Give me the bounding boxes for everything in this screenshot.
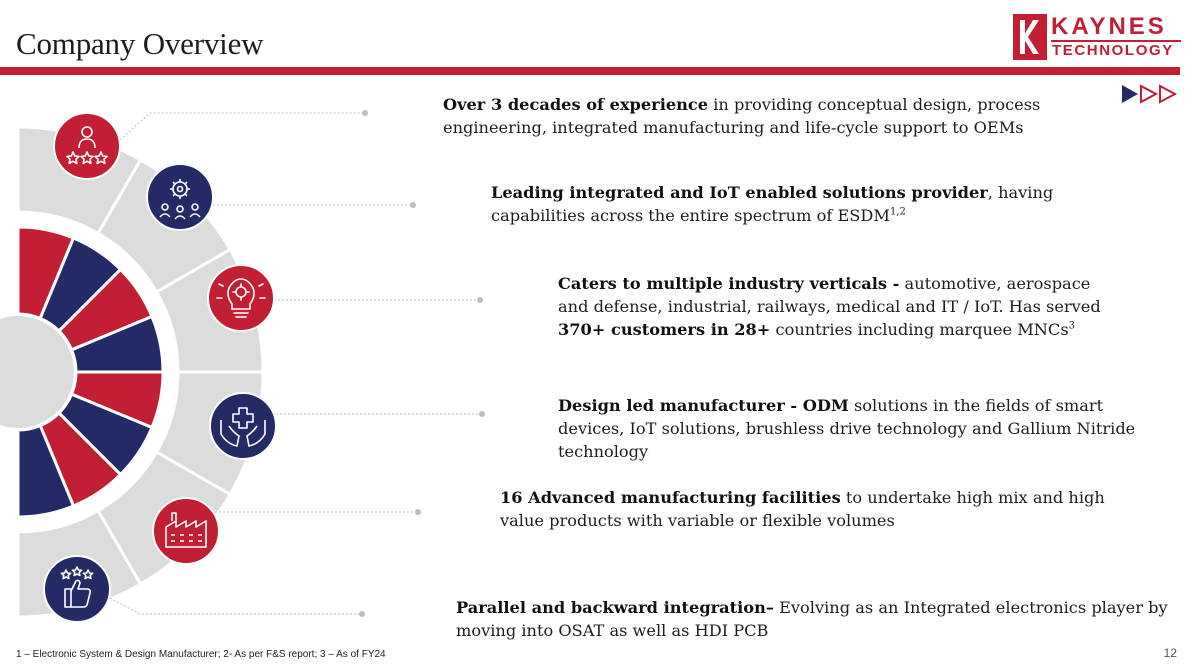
connector-dot bbox=[415, 509, 421, 515]
point-3-bold: Caters to multiple industry verticals - bbox=[558, 274, 900, 293]
connector-dot bbox=[359, 611, 365, 617]
point-1-text: in providing conceptual design, process … bbox=[443, 95, 1041, 137]
connector-lines bbox=[109, 110, 485, 617]
title-underline bbox=[0, 67, 1180, 75]
idea-bulb-icon bbox=[207, 264, 275, 332]
point-4-bold: Design led manufacturer - ODM bbox=[558, 396, 849, 415]
segmented-wheel-graphic bbox=[0, 110, 485, 623]
play-arrows-icon bbox=[1122, 84, 1178, 104]
point-5-bold: 16 Advanced manufacturing facilities bbox=[500, 488, 841, 507]
wheel bbox=[0, 125, 265, 619]
gear-network-icon bbox=[146, 163, 214, 231]
customer-rating-icon bbox=[53, 112, 121, 180]
wheel-inner-segment bbox=[16, 423, 76, 519]
connector-line bbox=[109, 597, 362, 615]
point-2-text: , having capabilities across the entire … bbox=[491, 183, 1054, 225]
footnote: 1 – Electronic System & Design Manufactu… bbox=[16, 649, 386, 660]
page-number: 12 bbox=[1163, 646, 1177, 660]
point-3-text: automotive, aerospace and defense, indus… bbox=[558, 274, 1101, 316]
point-3-text-2: countries including marquee MNCs bbox=[770, 320, 1069, 339]
company-logo: KAYNES TECHNOLOGY bbox=[1013, 14, 1181, 62]
point-5-text: to undertake high mix and high value pro… bbox=[500, 488, 1105, 530]
point-6-text: Evolving as an Integrated electronics pl… bbox=[456, 598, 1168, 640]
overview-point-iot-solutions: Leading integrated and IoT enabled solut… bbox=[491, 181, 1091, 227]
slide-title: Company Overview bbox=[16, 26, 264, 61]
overview-point-industry-verticals: Caters to multiple industry verticals - … bbox=[558, 272, 1118, 341]
connector-line bbox=[119, 112, 365, 141]
connector-dot bbox=[477, 297, 483, 303]
logo-bottom-text: TECHNOLOGY bbox=[1051, 40, 1181, 59]
overview-point-odm: Design led manufacturer - ODM solutions … bbox=[558, 394, 1168, 463]
logo-wordmark: KAYNES TECHNOLOGY bbox=[1051, 14, 1181, 59]
logo-top-text: KAYNES bbox=[1051, 13, 1167, 40]
point-3-footnote-ref: 3 bbox=[1068, 320, 1076, 332]
point-4-text: solutions in the fields of smart devices… bbox=[558, 396, 1136, 461]
factory-icon bbox=[152, 497, 220, 565]
thumbs-up-stars-icon bbox=[43, 555, 111, 623]
overview-point-facilities: 16 Advanced manufacturing facilities to … bbox=[500, 486, 1120, 532]
connector-dot bbox=[362, 110, 368, 116]
connector-dot bbox=[479, 411, 485, 417]
overview-point-experience: Over 3 decades of experience in providin… bbox=[443, 93, 1083, 139]
helping-hands-icon bbox=[209, 392, 277, 460]
point-2-footnote-ref: 1,2 bbox=[889, 206, 906, 218]
wheel-hub bbox=[0, 316, 74, 428]
point-3-bold-2: 370+ customers in 28+ bbox=[558, 320, 771, 339]
point-6-bold: Parallel and backward integration– bbox=[456, 598, 774, 617]
point-2-bold: Leading integrated and IoT enabled solut… bbox=[491, 183, 988, 202]
logo-mark-icon bbox=[1013, 14, 1047, 60]
connector-dot bbox=[410, 202, 416, 208]
overview-point-integration: Parallel and backward integration– Evolv… bbox=[456, 596, 1176, 642]
point-1-bold: Over 3 decades of experience bbox=[443, 95, 709, 114]
